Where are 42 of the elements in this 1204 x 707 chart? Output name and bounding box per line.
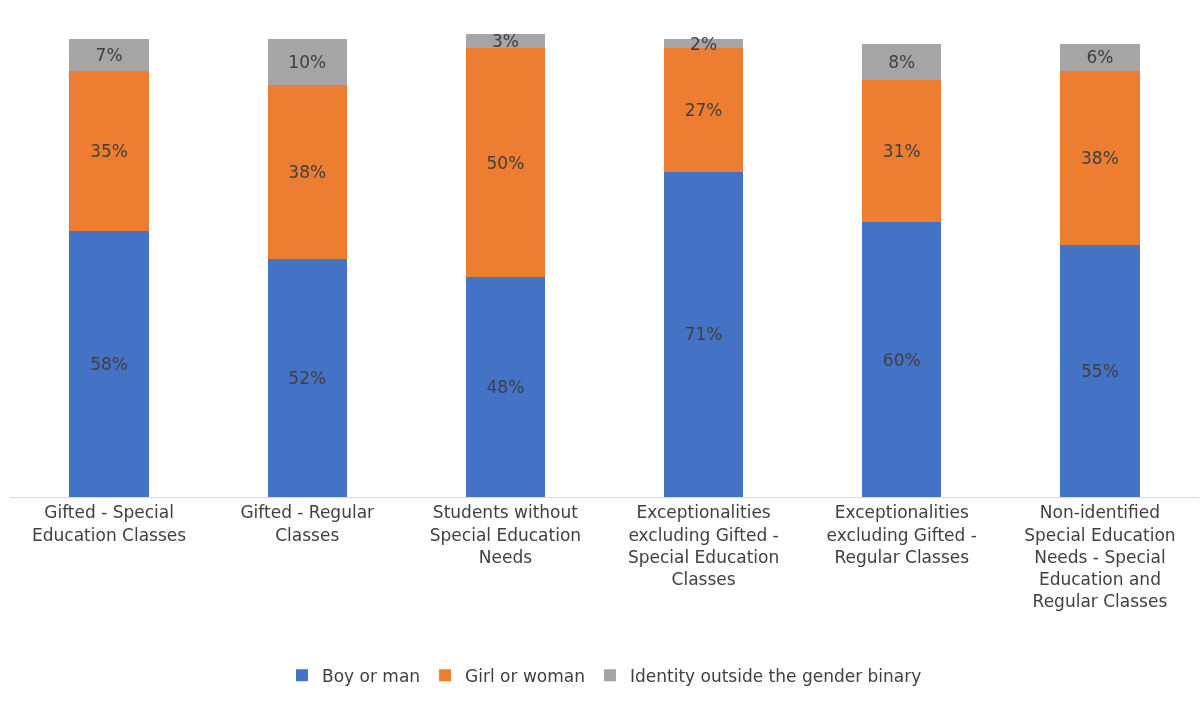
data-label: 50% — [486, 152, 525, 173]
data-label: 55% — [1081, 361, 1119, 382]
data-label: 71% — [684, 324, 723, 345]
x-tick-label: Students without Special Education Needs — [429, 502, 582, 567]
bar — [69, 71, 149, 232]
data-label: 48% — [486, 377, 525, 398]
bar — [69, 231, 149, 497]
bar — [1060, 71, 1140, 246]
data-label: 38% — [288, 161, 327, 182]
bar — [69, 38, 149, 71]
bar — [267, 38, 347, 85]
x-tick-label: Gifted - Special Education Classes — [32, 502, 187, 545]
data-label: 7% — [95, 44, 123, 65]
legend-label: Girl or woman — [465, 665, 585, 686]
bar — [862, 43, 942, 81]
data-label: 58% — [90, 354, 128, 375]
bar — [663, 48, 744, 172]
data-label: 6% — [1086, 47, 1114, 68]
data-label: 27% — [684, 99, 723, 120]
bar — [1060, 245, 1140, 497]
x-tick-label: Non-identified Special Education Needs - Special Education and Regular Classes — [1024, 502, 1176, 611]
legend-label: Identity outside the gender binary — [629, 665, 922, 686]
data-label: 38% — [1081, 148, 1119, 169]
x-tick-label: Exceptionalities excluding Gifted - Special Education Classes — [627, 502, 780, 589]
data-label: 35% — [90, 141, 128, 162]
data-label: 8% — [888, 51, 916, 72]
bar — [267, 84, 347, 259]
x-tick-label: Exceptionalities excluding Gifted - Regular Classes — [826, 502, 977, 567]
bar — [862, 222, 942, 497]
data-label: 60% — [882, 349, 921, 370]
bar — [267, 258, 347, 497]
bar — [465, 48, 546, 278]
bar — [862, 80, 942, 223]
bar — [1060, 43, 1140, 71]
bar — [465, 277, 546, 497]
data-label: 31% — [882, 141, 921, 162]
data-label: 52% — [288, 367, 327, 388]
x-tick-label: Gifted - Regular Classes — [240, 502, 375, 545]
bar — [663, 171, 744, 497]
data-label: 10% — [288, 51, 327, 72]
legend-label: Boy or man — [322, 665, 421, 686]
data-label: 3% — [491, 31, 519, 52]
